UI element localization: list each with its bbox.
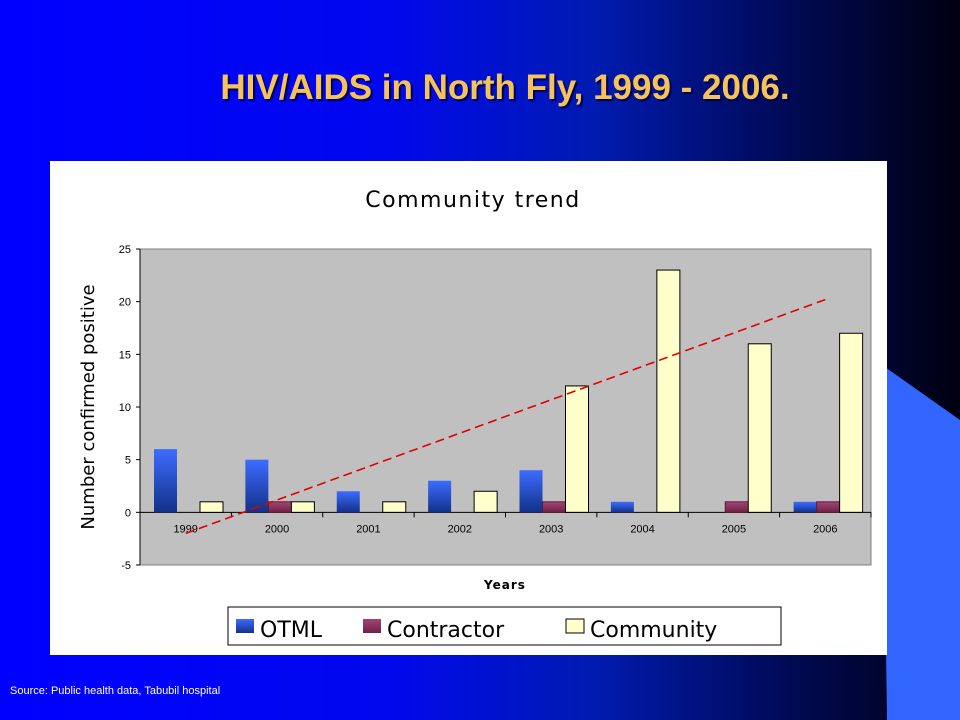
trendline-community [185,298,826,535]
bar-contractor [724,501,749,513]
bar-contractor [542,501,566,513]
legend-label-otml: OTML [260,618,323,643]
x-tick-label: 2002 [448,523,472,535]
y-tick-label: 10 [119,402,131,414]
bar-otml [154,449,177,513]
bars [154,269,864,513]
bar-otml [610,501,634,513]
bar-community [290,501,315,513]
x-tick-label: 2001 [356,523,380,535]
chart-panel: Community trend -5 0 5 10 15 20 25 1999 2000 200… [50,161,887,655]
bar-otml [336,491,360,513]
x-tick-label: 2000 [265,523,289,535]
x-tick-label: 2005 [722,523,746,535]
community-trend-chart: Community trend -5 0 5 10 15 20 25 1999 2000 200… [78,188,872,646]
bar-otml [519,470,543,513]
bar-community [656,269,681,513]
y-tick-label: 0 [125,507,131,519]
bar-otml [245,459,269,513]
bar-otml [793,501,817,513]
x-tick-label: 2006 [813,523,837,535]
chart-title: Community trend [365,188,580,213]
y-axis-label: Number confirmed positive [78,284,99,529]
bar-community [839,332,864,513]
y-tick-label: 5 [125,455,131,467]
x-axis-label: Years [483,578,526,592]
bar-community [199,501,224,513]
slide-title: HIV/AIDS in North Fly, 1999 - 2006. [220,68,790,107]
bar-otml [428,480,452,513]
legend-swatch-community [565,618,585,634]
x-tick-label: 2003 [539,523,563,535]
y-tick-label: 25 [119,244,131,256]
y-tick-label: 20 [119,297,131,309]
y-axis: -5 0 5 10 15 20 25 [119,244,141,572]
legend-box [227,606,782,646]
trendline [185,298,826,535]
legend-label-contractor: Contractor [387,618,505,643]
bar-community [382,501,407,513]
bar-contractor [816,501,841,513]
x-tick-label: 1999 [173,523,197,535]
legend-swatch-otml [236,619,254,633]
y-tick-label: 15 [119,349,131,361]
bar-community [565,385,589,513]
slide-corner-decoration [875,360,960,720]
legend-label-community: Community [590,618,717,643]
bar-community [747,343,772,513]
bar-contractor [267,501,292,513]
legend-swatch-contractor [363,619,381,633]
x-tick-label: 2004 [630,523,654,535]
source-note: Source: Public health data, Tabubil hosp… [10,685,221,697]
legend: OTML Contractor Community [227,606,782,646]
y-tick-label: -5 [121,560,131,572]
bar-community [473,490,498,513]
